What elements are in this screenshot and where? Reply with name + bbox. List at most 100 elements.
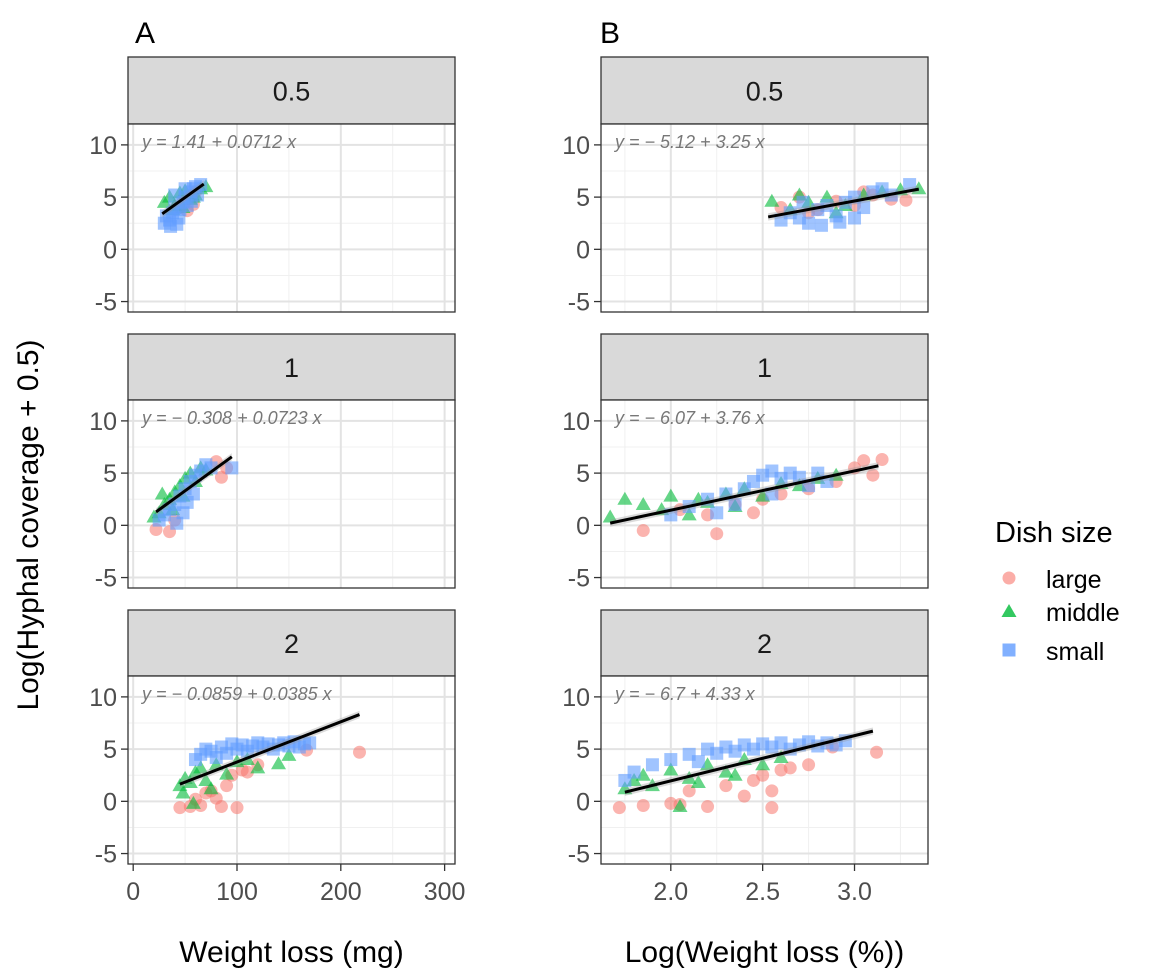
y-tick-label: 0 [576, 236, 590, 264]
plot-border [600, 399, 929, 589]
facet-strip [127, 56, 456, 125]
point-middle [175, 785, 191, 799]
y-tick-label: -5 [95, 565, 117, 593]
y-tick-label: 10 [562, 408, 590, 436]
y-tick-label: -5 [95, 289, 117, 317]
point-middle [764, 193, 780, 207]
point-middle [602, 509, 618, 523]
fit-line [179, 713, 361, 786]
point-large [612, 801, 626, 815]
point-large [737, 789, 751, 803]
y-tick-label: 5 [576, 184, 590, 212]
y-tick-label: 10 [562, 684, 590, 712]
plot-border [127, 123, 456, 313]
point-large [765, 784, 779, 798]
point-middle [203, 781, 219, 795]
panel-label-a: A [135, 17, 155, 50]
point-large [870, 745, 884, 759]
point-small [796, 195, 810, 209]
fit-equation: y = 1.41 + 0.0712 x [140, 132, 297, 152]
y-tick-label: 0 [576, 788, 590, 816]
point-small [176, 506, 190, 520]
y-tick-label: -5 [568, 289, 590, 317]
y-tick-label: 5 [103, 184, 117, 212]
point-small [857, 201, 871, 215]
x-tick-label: 200 [320, 878, 362, 906]
legend-label-middle: middle [1046, 599, 1120, 627]
point-middle [663, 488, 679, 502]
facet-strip [127, 333, 456, 401]
point-large [756, 768, 770, 782]
x-tick-label: 100 [216, 878, 258, 906]
x-tick-label: 3.0 [837, 878, 872, 906]
point-large [352, 745, 366, 759]
panel-b: B 0.5 y = − 5.12 + 3.25 x -5 0 5 10 1 y = − 6.07… [562, 17, 929, 969]
y-tick-label: -5 [95, 841, 117, 869]
point-large [240, 765, 254, 779]
point-large [802, 758, 816, 772]
y-tick-label: 5 [576, 736, 590, 764]
facet-b-1: 0.5 y = − 5.12 + 3.25 x -5 0 5 10 [562, 56, 929, 317]
facet-strip-label: 2 [757, 629, 772, 659]
plot-border [127, 399, 456, 589]
point-middle [271, 756, 287, 770]
facet-b-2: 1 y = − 6.07 + 3.76 x -5 0 5 10 [562, 333, 929, 593]
point-large [636, 524, 650, 538]
facet-strip [600, 609, 929, 677]
point-large [220, 779, 234, 793]
point-large [173, 801, 187, 815]
fit-line [161, 182, 205, 216]
point-small [848, 211, 862, 225]
x-tick-label: 300 [424, 878, 466, 906]
facet-strip-label: 0.5 [746, 77, 784, 107]
point-middle [219, 766, 235, 780]
point-large [875, 453, 889, 467]
point-middle [617, 491, 633, 505]
point-large [857, 454, 871, 468]
y-axis-label: Log(Hyphal coverage + 0.5) [12, 339, 45, 710]
x-tick-label: 0 [126, 878, 140, 906]
point-large [899, 193, 913, 207]
point-large [765, 801, 779, 815]
legend-title: Dish size [995, 517, 1113, 549]
point-middle [185, 795, 201, 809]
plot-border [127, 675, 456, 865]
point-large [783, 761, 797, 775]
point-middle [198, 772, 214, 786]
fit-equation: y = − 0.0859 + 0.0385 x [140, 684, 333, 704]
point-small [802, 216, 816, 230]
panel-a: A 0.5 y = 1.41 + 0.0712 x -5 0 5 10 1 y = − 0.30… [89, 17, 465, 969]
y-tick-label: -5 [568, 841, 590, 869]
y-tick-label: 10 [89, 132, 117, 160]
plot-area [601, 124, 928, 312]
fit-line [767, 187, 920, 219]
facet-b-3: 2 y = − 6.7 + 4.33 x -5 0 5 10 2.0 2.5 3.0 [562, 609, 929, 906]
fit-equation: y = − 0.308 + 0.0723 x [140, 408, 323, 428]
fit-equation: y = − 5.12 + 3.25 x [613, 132, 766, 152]
point-middle [672, 799, 688, 813]
point-middle [727, 767, 743, 781]
point-middle [250, 760, 266, 774]
y-tick-label: 0 [103, 236, 117, 264]
x-axis-label-a: Weight loss (mg) [179, 936, 404, 969]
point-large [719, 779, 733, 793]
point-small [303, 736, 317, 750]
point-large [746, 506, 760, 520]
y-tick-label: 10 [89, 684, 117, 712]
legend: Dish size large middle small [995, 517, 1120, 666]
point-middle [755, 757, 771, 771]
panel-label-b: B [600, 17, 620, 50]
point-middle [718, 764, 734, 778]
point-middle [635, 496, 651, 510]
point-middle [773, 749, 789, 763]
point-middle [154, 486, 170, 500]
fit-line [155, 455, 233, 514]
y-tick-label: 0 [103, 512, 117, 540]
x-tick-label: 2.5 [745, 878, 780, 906]
fit-line [624, 729, 874, 794]
point-small [168, 188, 182, 202]
point-middle [193, 760, 209, 774]
x-tick-label: 2.0 [653, 878, 688, 906]
